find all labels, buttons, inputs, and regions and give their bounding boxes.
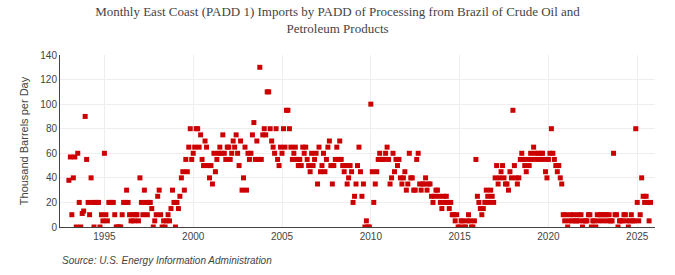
svg-text:20: 20 (46, 197, 58, 208)
svg-text:140: 140 (40, 50, 57, 61)
svg-text:2015: 2015 (449, 231, 472, 242)
svg-text:2025: 2025 (626, 231, 649, 242)
svg-text:Source: U.S. Energy Informatio: Source: U.S. Energy Information Administ… (62, 255, 272, 266)
svg-text:100: 100 (40, 99, 57, 110)
svg-text:Thousand Barrels per Day: Thousand Barrels per Day (18, 76, 30, 205)
svg-text:2010: 2010 (360, 231, 383, 242)
svg-text:1995: 1995 (93, 231, 116, 242)
svg-text:120: 120 (40, 74, 57, 85)
svg-text:2005: 2005 (271, 231, 294, 242)
svg-text:0: 0 (51, 222, 57, 233)
svg-text:2000: 2000 (182, 231, 205, 242)
svg-text:40: 40 (46, 172, 58, 183)
svg-text:Monthly East Coast (PADD 1) Im: Monthly East Coast (PADD 1) Imports by P… (95, 4, 580, 36)
svg-text:2020: 2020 (537, 231, 560, 242)
svg-text:60: 60 (46, 148, 58, 159)
svg-text:80: 80 (46, 123, 58, 134)
